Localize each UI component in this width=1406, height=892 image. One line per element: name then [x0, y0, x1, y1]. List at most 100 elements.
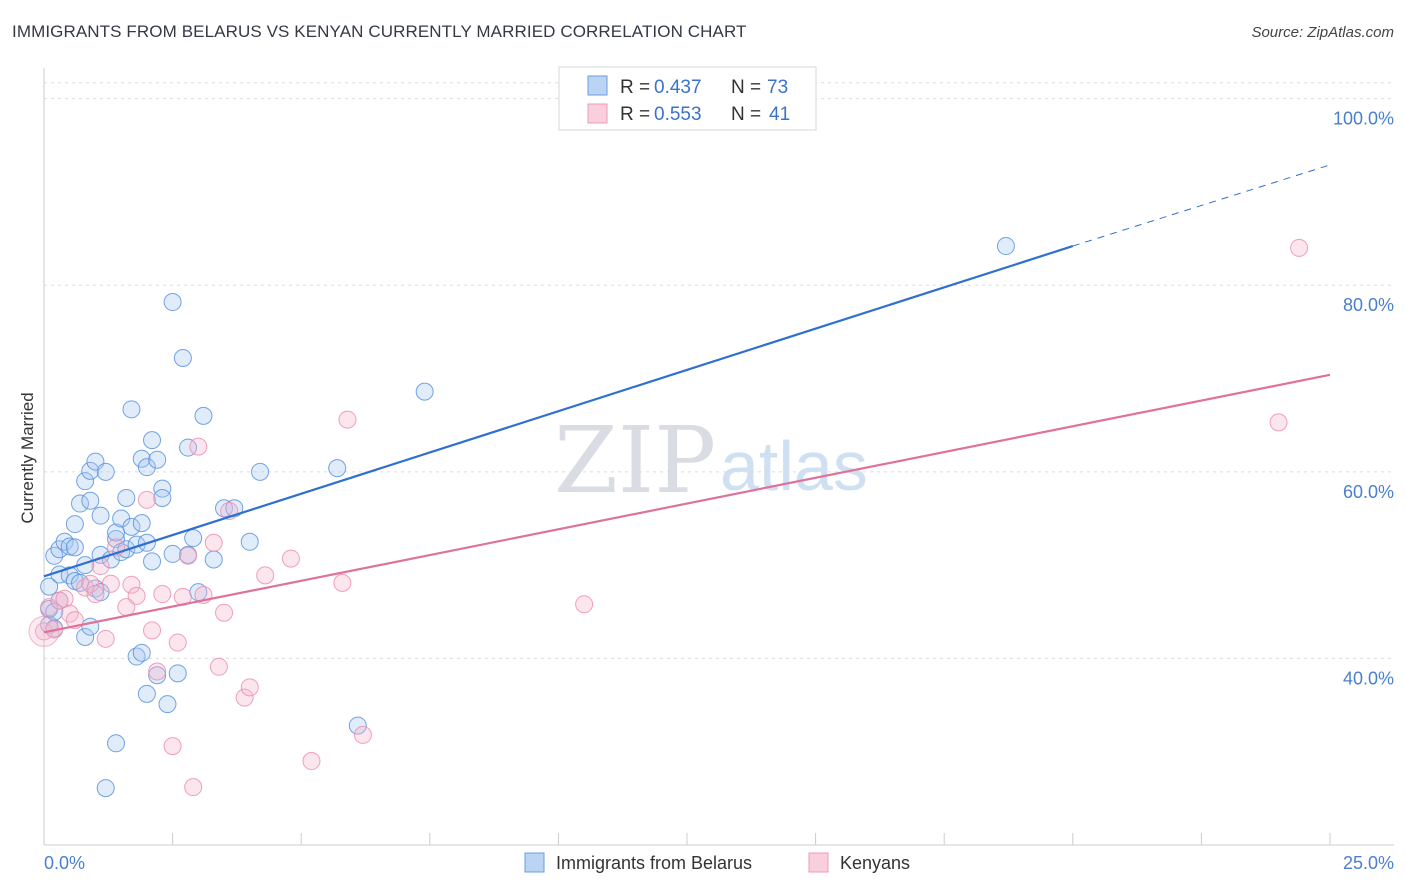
- legend-swatch-blue: [587, 75, 608, 96]
- belarus-point: [184, 529, 203, 548]
- kenyans-point: [240, 678, 259, 697]
- belarus-point: [137, 684, 156, 703]
- belarus-point: [148, 450, 167, 469]
- kenyans-point: [184, 778, 203, 797]
- kenyans-point: [40, 598, 59, 617]
- belarus-point: [153, 479, 172, 498]
- kenyans-trend-line: [43, 373, 1331, 634]
- belarus-point: [194, 406, 213, 425]
- belarus-point: [168, 664, 187, 683]
- kenyans-point: [96, 629, 115, 648]
- belarus-point: [40, 577, 59, 596]
- kenyans-point: [55, 589, 74, 608]
- x-tick-label-max: 25.0%: [1343, 853, 1394, 873]
- belarus-point: [132, 449, 151, 468]
- x-tick-label-min: 0.0%: [44, 853, 85, 873]
- legend-item-belarus-swatch: [524, 852, 545, 873]
- kenyans-point: [1269, 413, 1288, 432]
- kenyans-point: [163, 737, 182, 756]
- belarus-point: [71, 494, 90, 513]
- kenyans-point: [204, 533, 223, 552]
- belarus-point: [204, 550, 223, 569]
- belarus-point: [81, 491, 100, 510]
- belarus-point: [158, 695, 177, 714]
- legend-item-kenyans-swatch: [808, 852, 829, 873]
- series-kenyans-points: [28, 238, 1309, 797]
- source-credit: Source: ZipAtlas.com: [1251, 24, 1394, 41]
- trend-lines: [43, 164, 1331, 634]
- belarus-point: [328, 459, 347, 478]
- legend-r-label-2: R =: [620, 104, 650, 125]
- belarus-point: [348, 716, 367, 735]
- belarus-point: [173, 349, 192, 368]
- legend-r-label-1: R =: [620, 77, 650, 98]
- y-tick-label: 80.0%: [1343, 295, 1394, 315]
- belarus-point: [60, 566, 79, 585]
- watermark-zip: ZIP: [554, 407, 716, 514]
- kenyans-point: [148, 662, 167, 681]
- kenyans-point: [137, 490, 156, 509]
- kenyans-point: [127, 586, 146, 605]
- kenyans-point: [179, 546, 198, 565]
- kenyans-point: [143, 621, 162, 640]
- belarus-point: [65, 515, 84, 534]
- kenyans-point: [189, 437, 208, 456]
- belarus-point: [240, 532, 259, 551]
- belarus-point: [163, 544, 182, 563]
- belarus-point: [96, 462, 115, 481]
- y-tick-label: 100.0%: [1333, 109, 1394, 129]
- legend-n-value-2: 41: [769, 104, 790, 125]
- kenyans-point: [256, 566, 275, 585]
- belarus-point: [132, 514, 151, 533]
- belarus-point: [60, 537, 79, 556]
- kenyans-point: [338, 410, 357, 429]
- y-tick-label: 60.0%: [1343, 482, 1394, 502]
- belarus-point: [137, 458, 156, 477]
- belarus-point: [996, 237, 1015, 256]
- belarus-point: [96, 779, 115, 798]
- kenyans-point: [101, 574, 120, 593]
- kenyans-point: [281, 549, 300, 568]
- chart-title: IMMIGRANTS FROM BELARUS VS KENYAN CURREN…: [12, 22, 747, 41]
- belarus-point: [76, 627, 95, 646]
- belarus-point: [148, 666, 167, 685]
- belarus-point: [251, 462, 270, 481]
- belarus-point: [117, 488, 136, 507]
- belarus-point: [143, 552, 162, 571]
- legend-n-label-2: N =: [731, 104, 761, 125]
- kenyans-point: [235, 688, 254, 707]
- legend-item-belarus-label: Immigrants from Belarus: [556, 853, 752, 873]
- belarus-point: [81, 461, 100, 480]
- belarus-trend-line: [43, 245, 1074, 578]
- belarus-point: [225, 499, 244, 518]
- legend-n-value-1: 73: [767, 77, 788, 98]
- kenyans-point: [215, 603, 234, 622]
- y-axis-label: Currently Married: [18, 392, 37, 523]
- kenyans-point: [86, 585, 105, 604]
- legend-n-label-1: N =: [731, 77, 761, 98]
- y-tick-label: 40.0%: [1343, 668, 1394, 688]
- kenyans-point: [81, 574, 100, 593]
- belarus-trend-extension: [1072, 164, 1331, 247]
- kenyans-point: [1290, 238, 1309, 257]
- belarus-point: [107, 734, 126, 753]
- kenyans-point: [575, 595, 594, 614]
- kenyans-point: [209, 657, 228, 676]
- legend-swatch-pink: [587, 103, 608, 124]
- kenyans-point: [168, 633, 187, 652]
- gridlines: [44, 82, 1394, 659]
- belarus-point: [179, 438, 198, 457]
- belarus-point: [163, 293, 182, 312]
- belarus-point: [215, 499, 234, 518]
- belarus-point: [122, 400, 141, 419]
- legend-r-value-2: 0.553: [654, 104, 702, 125]
- legend-item-kenyans-label: Kenyans: [840, 853, 910, 873]
- belarus-point: [76, 472, 95, 491]
- series-belarus-points: [40, 237, 1015, 798]
- kenyans-point: [153, 585, 172, 604]
- belarus-point: [91, 506, 110, 525]
- belarus-point: [143, 431, 162, 450]
- belarus-point: [122, 517, 141, 536]
- x-ticks: [172, 833, 1331, 845]
